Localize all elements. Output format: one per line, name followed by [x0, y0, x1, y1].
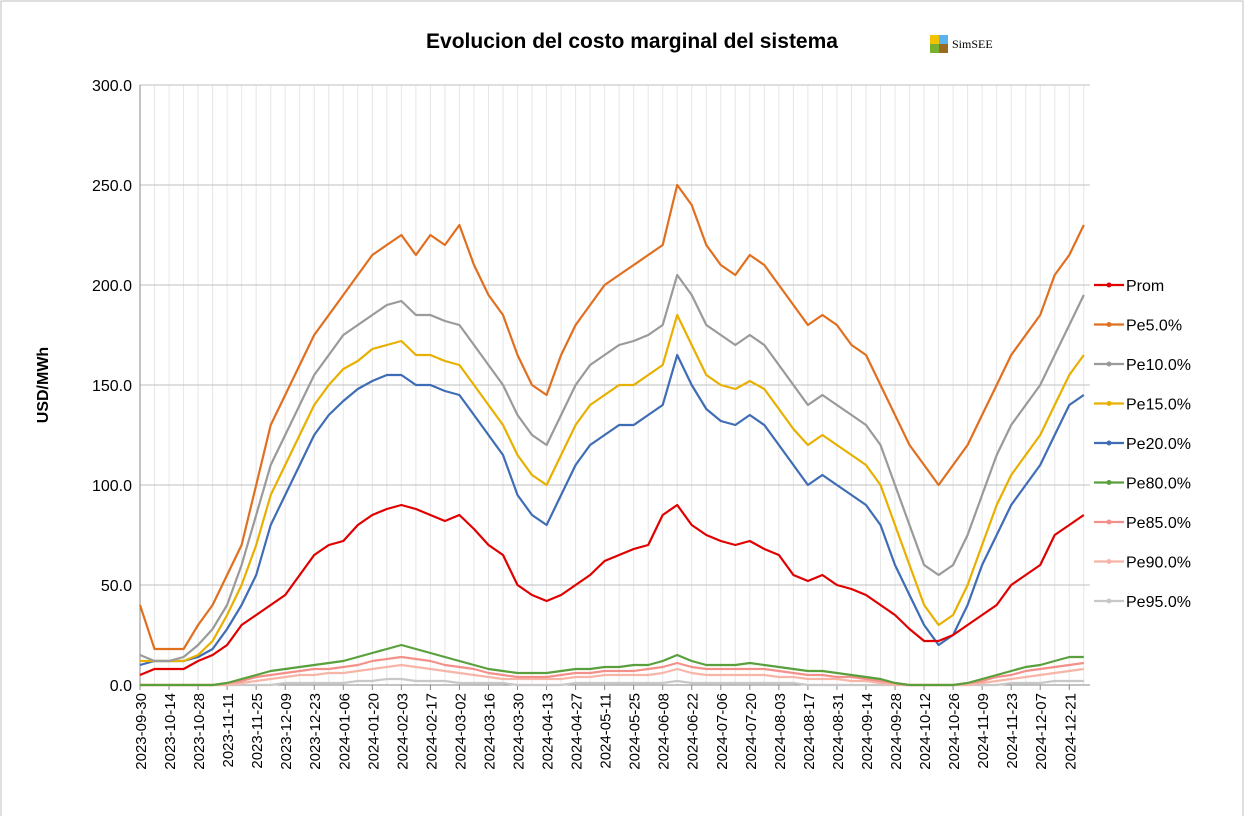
logo: SimSEE	[930, 35, 993, 53]
legend-label: Pe5.0%	[1126, 318, 1182, 335]
x-tick-label: 2024-04-27	[569, 693, 586, 770]
x-tick-label: 2023-11-11	[220, 693, 237, 768]
x-tick-label: 2024-05-25	[627, 693, 644, 770]
x-tick-label: 2024-01-20	[365, 693, 382, 770]
x-tick-label: 2024-10-12	[917, 693, 934, 770]
x-tick-label: 2024-02-17	[423, 693, 440, 770]
legend-label: Prom	[1126, 278, 1164, 295]
series-line	[138, 183, 1085, 651]
x-tick-label: 2023-12-23	[307, 693, 324, 770]
x-tick-label: 2024-07-20	[743, 693, 760, 770]
legend-marker	[1106, 401, 1112, 406]
y-tick-label: 250.0	[92, 178, 132, 195]
x-tick-label: 2024-08-03	[772, 693, 789, 770]
legend-label: Pe10.0%	[1126, 357, 1191, 374]
x-tick-label: 2024-08-17	[801, 693, 818, 770]
logo-square	[930, 44, 939, 53]
legend-label: Pe90.0%	[1126, 555, 1191, 572]
x-tick-label: 2024-11-23	[1004, 693, 1021, 769]
legend-marker	[1106, 519, 1112, 525]
legend-label: Pe20.0%	[1126, 436, 1191, 453]
x-tick-label: 2023-10-14	[162, 693, 179, 770]
logo-square	[939, 35, 948, 44]
chart-title: Evolucion del costo marginal del sistema	[426, 30, 838, 53]
legend-marker	[1106, 282, 1112, 288]
x-tick-label: 2024-06-08	[656, 693, 673, 770]
x-tick-label: 2024-03-30	[511, 693, 528, 770]
x-tick-label: 2024-04-13	[540, 693, 557, 770]
y-axis-label: USD/MWh	[35, 347, 52, 423]
series-line	[139, 353, 1085, 667]
series-line	[140, 313, 1085, 663]
y-tick-label: 300.0	[92, 78, 132, 95]
x-tick-label: 2024-02-03	[394, 693, 411, 770]
x-tick-label: 2023-12-09	[278, 693, 295, 770]
x-tick-label: 2024-01-06	[336, 693, 353, 770]
legend-marker	[1106, 480, 1112, 485]
x-tick-label: 2024-03-16	[481, 693, 498, 770]
legend-marker	[1106, 440, 1112, 446]
legend-label: Pe95.0%	[1126, 594, 1191, 611]
y-tick-label: 100.0	[92, 478, 132, 495]
x-tick-label: 2024-12-07	[1033, 693, 1050, 770]
legend-label: Pe15.0%	[1126, 397, 1191, 414]
x-tick-label: 2024-08-31	[830, 693, 847, 770]
x-tick-label: 2024-09-14	[859, 693, 876, 770]
y-tick-label: 50.0	[101, 578, 132, 595]
x-tick-label: 2023-11-25	[249, 693, 266, 769]
x-tick-label: 2024-09-28	[888, 693, 905, 770]
legend-label: Pe85.0%	[1126, 515, 1191, 532]
series-line	[140, 643, 1084, 687]
logo-text: SimSEE	[952, 37, 993, 51]
x-tick-label: 2024-06-22	[685, 693, 702, 770]
legend-marker	[1106, 559, 1112, 564]
legend-marker	[1106, 361, 1112, 367]
y-tick-label: 200.0	[92, 278, 132, 295]
legend-label: Pe80.0%	[1126, 476, 1191, 493]
y-tick-label: 150.0	[92, 378, 132, 395]
x-tick-label: 2024-07-06	[714, 693, 731, 770]
x-tick-label: 2024-03-02	[452, 693, 469, 770]
x-tick-label: 2024-11-09	[975, 693, 992, 769]
legend-marker	[1106, 322, 1112, 327]
x-tick-label: 2023-10-28	[191, 693, 208, 770]
x-tick-label: 2023-09-30	[133, 693, 150, 770]
logo-square	[939, 44, 948, 53]
x-tick-label: 2024-12-21	[1062, 693, 1079, 770]
legend-marker	[1106, 598, 1112, 604]
x-tick-label: 2024-10-26	[946, 693, 963, 770]
x-tick-label: 2024-05-11	[598, 693, 615, 769]
y-tick-label: 0.0	[110, 678, 132, 695]
logo-square	[930, 35, 939, 44]
series-line	[139, 503, 1085, 677]
series-line	[139, 273, 1085, 663]
